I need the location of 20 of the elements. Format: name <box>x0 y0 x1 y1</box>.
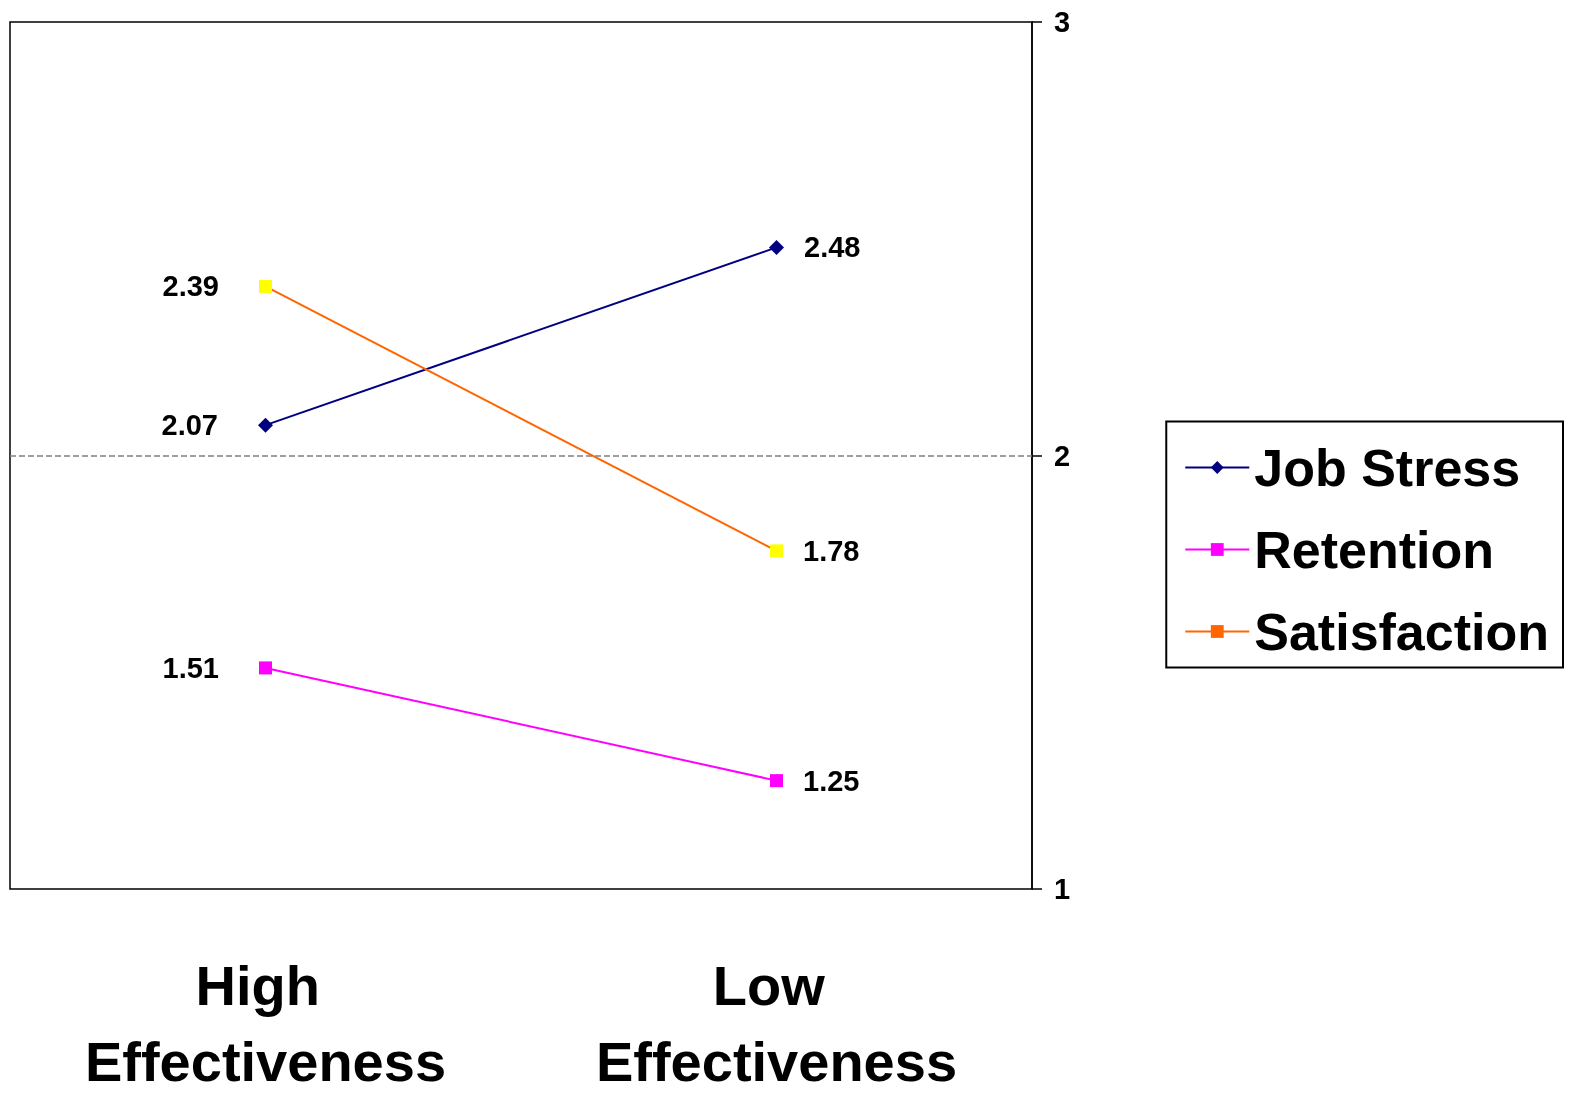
legend-label: Job Stress <box>1254 438 1521 497</box>
point <box>769 239 784 255</box>
data-label: 2.07 <box>161 409 218 442</box>
legend-label: Satisfaction <box>1254 602 1549 661</box>
point <box>770 544 783 558</box>
point <box>259 661 272 675</box>
x-tick-label: High Effectiveness <box>84 953 447 1093</box>
y-tick-label: 1 <box>1054 873 1071 905</box>
y-tick-label: 2 <box>1054 439 1071 472</box>
point <box>770 774 783 788</box>
data-label: 2.48 <box>804 231 861 264</box>
legend-label: Retention <box>1254 520 1495 579</box>
data-label: 2.39 <box>162 270 219 303</box>
point <box>259 279 272 293</box>
y-tick-label: 3 <box>1054 6 1071 38</box>
data-label: 1.78 <box>803 534 860 567</box>
data-label: 1.51 <box>162 651 219 684</box>
x-tick-label: Low Effectiveness <box>595 953 958 1093</box>
point <box>258 417 273 433</box>
data-label: 1.25 <box>803 764 860 797</box>
